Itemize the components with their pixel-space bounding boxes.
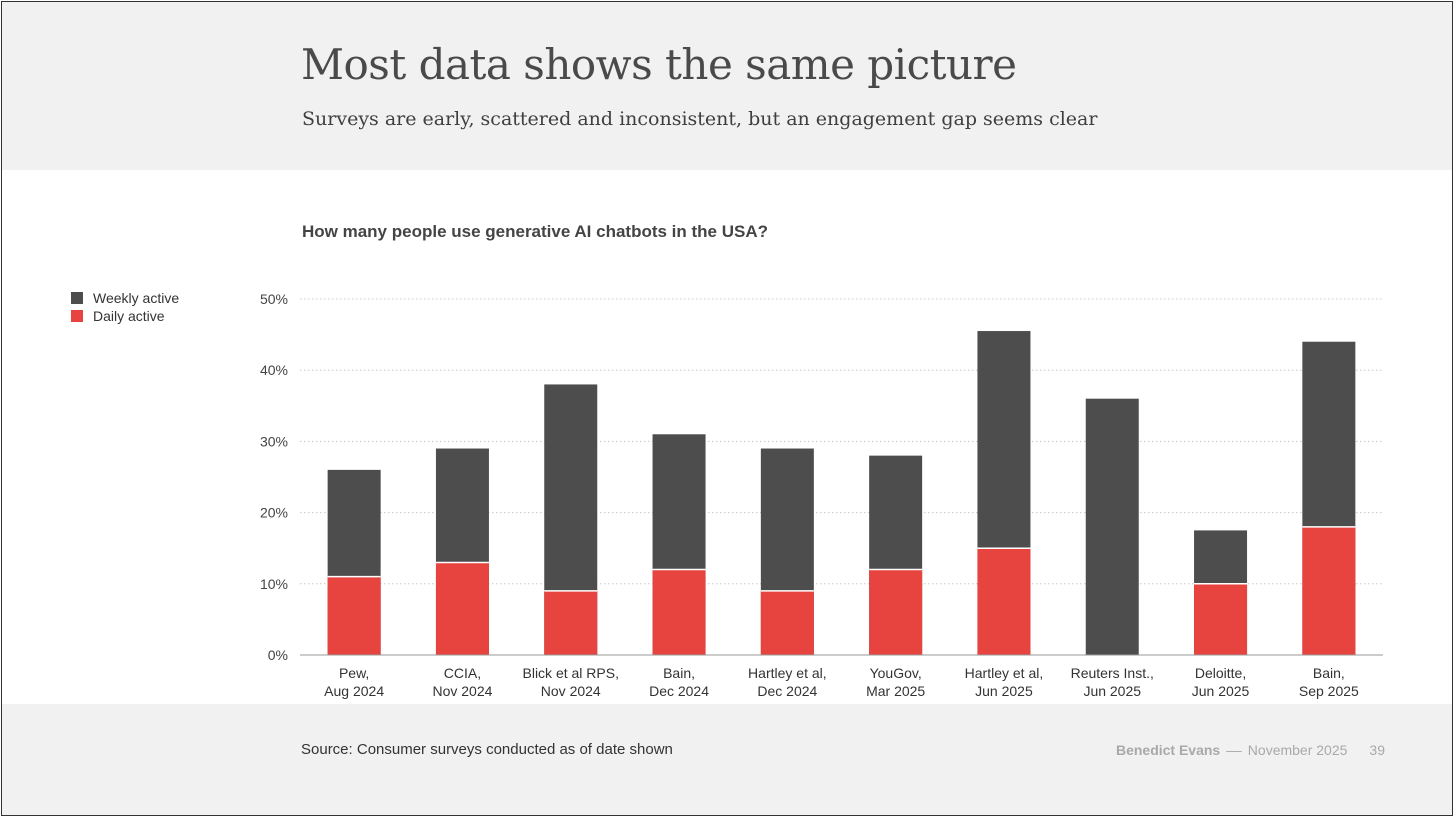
bar-daily-active: [1302, 526, 1356, 655]
legend-item-daily: Daily active: [71, 307, 179, 325]
y-tick-label: 40%: [260, 362, 288, 378]
bar-daily-active: [435, 562, 489, 655]
bar-weekly-active: [1085, 398, 1139, 655]
legend-label-daily: Daily active: [93, 308, 165, 324]
x-tick-label: Deloitte,: [1195, 665, 1246, 681]
x-tick-label: Hartley et al,: [965, 665, 1044, 681]
y-tick-label: 10%: [260, 576, 288, 592]
author-name: Benedict Evans: [1115, 742, 1221, 758]
x-tick-label: Blick et al RPS,: [523, 665, 619, 681]
x-tick-label: Bain,: [663, 665, 695, 681]
bar-daily-active: [1194, 583, 1248, 655]
x-tick-label: Jun 2025: [1083, 683, 1141, 699]
x-tick-label: Aug 2024: [324, 683, 384, 699]
credit-separator: ––: [1226, 742, 1242, 758]
x-tick-label: Jun 2025: [1192, 683, 1250, 699]
bar-daily-active: [327, 576, 381, 655]
x-tick-label: Nov 2024: [541, 683, 601, 699]
x-tick-label: Jun 2025: [975, 683, 1033, 699]
legend-item-weekly: Weekly active: [71, 289, 179, 307]
y-tick-label: 0%: [268, 647, 288, 663]
x-tick-label: Nov 2024: [432, 683, 492, 699]
bar-daily-active: [760, 590, 814, 655]
credit-date: November 2025: [1247, 742, 1348, 758]
slide-subtitle: Surveys are early, scattered and inconsi…: [302, 108, 1098, 130]
footer-band: [2, 704, 1452, 815]
slide-credit: Benedict Evans –– November 2025 39: [1116, 742, 1385, 758]
bar-daily-active: [652, 569, 706, 655]
y-tick-label: 20%: [260, 505, 288, 521]
y-tick-label: 30%: [260, 433, 288, 449]
legend-swatch-daily: [71, 310, 83, 322]
chart-legend: Weekly active Daily active: [71, 289, 179, 325]
source-note: Source: Consumer surveys conducted as of…: [301, 741, 673, 758]
x-tick-label: Dec 2024: [649, 683, 709, 699]
x-tick-label: Mar 2025: [866, 683, 925, 699]
page-number: 39: [1369, 742, 1385, 758]
x-tick-label: CCIA,: [444, 665, 481, 681]
x-tick-label: Reuters Inst.,: [1071, 665, 1154, 681]
bar-daily-active: [977, 548, 1031, 655]
legend-label-weekly: Weekly active: [93, 290, 180, 306]
x-tick-label: Hartley et al,: [748, 665, 827, 681]
y-tick-label: 50%: [260, 291, 288, 307]
x-tick-label: Pew,: [339, 665, 369, 681]
chart-title: How many people use generative AI chatbo…: [302, 222, 769, 241]
bar-daily-active: [544, 590, 598, 655]
x-tick-label: Sep 2025: [1299, 683, 1359, 699]
slide-title: Most data shows the same picture: [301, 40, 1017, 89]
x-tick-label: Bain,: [1313, 665, 1345, 681]
x-tick-label: Dec 2024: [757, 683, 817, 699]
bar-daily-active: [869, 569, 923, 655]
x-tick-label: YouGov,: [870, 665, 922, 681]
header-band: [2, 2, 1452, 170]
legend-swatch-weekly: [71, 292, 83, 304]
